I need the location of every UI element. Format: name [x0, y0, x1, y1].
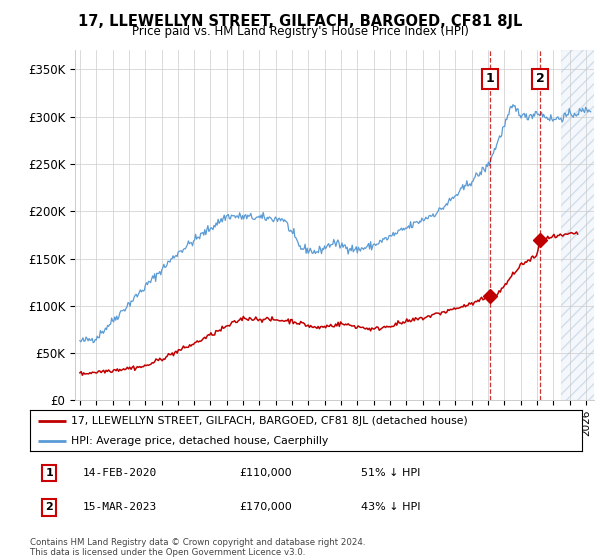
Text: 2: 2: [536, 72, 545, 85]
Text: Price paid vs. HM Land Registry's House Price Index (HPI): Price paid vs. HM Land Registry's House …: [131, 25, 469, 38]
Text: 15-MAR-2023: 15-MAR-2023: [82, 502, 157, 512]
Text: 1: 1: [485, 72, 494, 85]
Text: 51% ↓ HPI: 51% ↓ HPI: [361, 468, 421, 478]
Text: 17, LLEWELLYN STREET, GILFACH, BARGOED, CF81 8JL (detached house): 17, LLEWELLYN STREET, GILFACH, BARGOED, …: [71, 416, 468, 426]
Bar: [562, 50, 600, 400]
Text: 43% ↓ HPI: 43% ↓ HPI: [361, 502, 421, 512]
Text: 14-FEB-2020: 14-FEB-2020: [82, 468, 157, 478]
Text: Contains HM Land Registry data © Crown copyright and database right 2024.
This d: Contains HM Land Registry data © Crown c…: [30, 538, 365, 557]
Text: £170,000: £170,000: [240, 502, 293, 512]
Text: 17, LLEWELLYN STREET, GILFACH, BARGOED, CF81 8JL: 17, LLEWELLYN STREET, GILFACH, BARGOED, …: [78, 14, 522, 29]
Text: 2: 2: [46, 502, 53, 512]
Bar: [562, 50, 600, 400]
Text: £110,000: £110,000: [240, 468, 292, 478]
Text: HPI: Average price, detached house, Caerphilly: HPI: Average price, detached house, Caer…: [71, 436, 329, 446]
Text: 1: 1: [46, 468, 53, 478]
